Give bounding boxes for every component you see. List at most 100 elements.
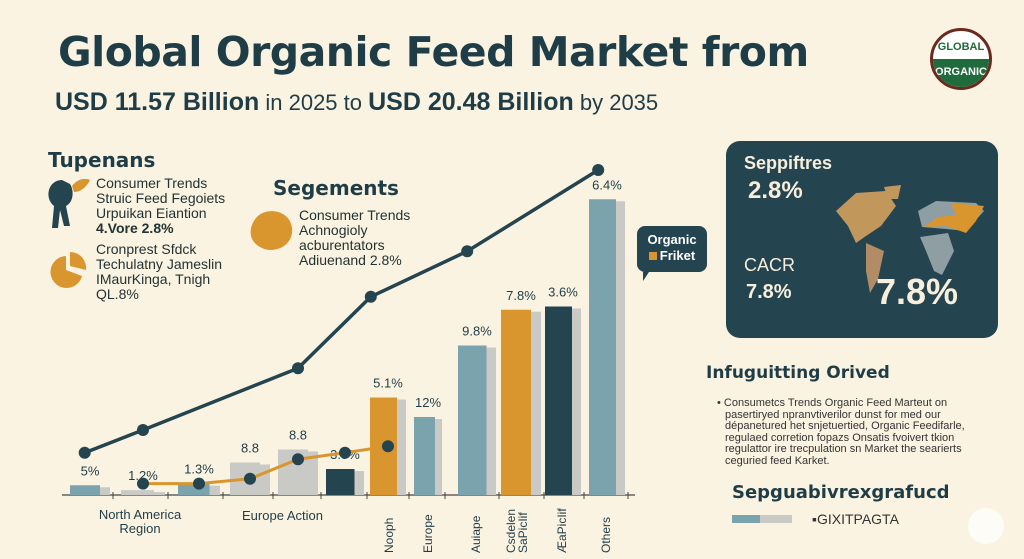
- bar-shadow: [151, 492, 165, 495]
- logo-text-bottom: ORGANIC: [933, 59, 989, 87]
- map-panel: Seppiftres 2.8% CACR 7.8% 7.8%: [726, 141, 998, 338]
- series-point-trend: [461, 245, 474, 258]
- left-block-2: Cronprest Sfdck Techulatny Jameslin IMaurK…: [96, 242, 222, 302]
- series-point-trend: [137, 424, 149, 436]
- series-point-trend: [592, 164, 605, 176]
- organic-callout: Organic Friket: [637, 226, 707, 281]
- bar-shadow: [395, 399, 406, 495]
- text-line: Urpuikan Eiantion: [96, 205, 207, 221]
- x-label-north-america: North America Region: [98, 507, 182, 536]
- x-label: Nooph: [382, 517, 396, 553]
- series-point-growth: [292, 453, 304, 466]
- bar-value-label: 5%: [81, 463, 100, 478]
- insights-heading: Infuguitting Orived: [706, 363, 890, 383]
- series-point-growth: [339, 446, 351, 459]
- series-point-trend: [78, 446, 91, 459]
- x-label: Auiape: [469, 515, 483, 553]
- x-label: Others: [599, 516, 613, 553]
- bar-value-label: 9.8%: [462, 324, 492, 339]
- series-line-trend: [84, 168, 600, 455]
- map-value-2: 7.8%: [746, 281, 792, 303]
- bar: [121, 490, 154, 495]
- map-value-1: 2.8%: [748, 177, 803, 204]
- text-line: Achnogioly: [299, 222, 368, 238]
- left-heading: Tupenans: [48, 148, 156, 172]
- text-line: Techulatny Jameslin: [96, 256, 223, 272]
- x-label-europe-action: Europe Action: [242, 508, 323, 523]
- series-point-growth: [193, 477, 205, 490]
- x-label: Csdelen SaPicIif: [504, 508, 530, 553]
- subtitle-text: in 2025 to: [259, 90, 369, 115]
- segments-icon: [250, 211, 293, 250]
- callout-line: Organic: [647, 232, 697, 247]
- text-line: acburentators: [299, 237, 385, 253]
- bar: [414, 417, 435, 495]
- feed-icon: [48, 178, 90, 228]
- bar-shadow: [306, 451, 318, 495]
- map-label-2: CACR: [744, 255, 796, 275]
- bar-value-label: 1.3%: [184, 462, 214, 477]
- logo-text-top: GLOBAL: [937, 41, 985, 53]
- bar-shadow: [570, 308, 581, 495]
- bar-shadow: [98, 487, 110, 495]
- bar: [458, 345, 487, 495]
- orange-square-icon: [648, 252, 657, 260]
- bar: [70, 485, 100, 495]
- text-line: 4.Vore 2.8%: [96, 220, 174, 236]
- end-value: USD 20.48 Billion: [368, 88, 574, 116]
- bar-value-label: 8.8: [289, 428, 307, 443]
- segments-text: Consumer Trends Achnogioly acburentators Ad…: [299, 208, 410, 268]
- bar-value-label: 1.2%: [128, 468, 158, 483]
- x-label: ÆaPicIif: [555, 508, 569, 553]
- legend-label: ▪GIXITPAGTA: [812, 511, 899, 527]
- segments-heading: Segements: [273, 176, 399, 200]
- bar-shadow: [484, 347, 496, 495]
- bar-value-label: 12%: [415, 395, 441, 410]
- series-point-growth: [137, 477, 149, 490]
- text-line: QL.8%: [96, 286, 139, 302]
- legend-swatch-gray: [760, 515, 792, 523]
- bar-shadow: [433, 419, 442, 495]
- series-line-growth: [143, 444, 389, 486]
- map-label-1: Seppiftres: [744, 153, 833, 173]
- series-point-growth: [244, 472, 256, 485]
- bar-value-label: 7.8%: [506, 288, 536, 303]
- insights-bullet: • Consumetcs Trends Organic Feed Marteut…: [717, 397, 965, 467]
- text-line: IMaurKinga, Tnigh: [96, 271, 211, 287]
- bar-value-label: 6.4%: [592, 177, 622, 192]
- text-line: Adiuenand 2.8%: [299, 252, 402, 268]
- global-organic-logo: GLOBAL ORGANIC: [930, 28, 992, 90]
- bar: [501, 309, 531, 495]
- bar: [178, 483, 210, 495]
- text-line: Cronprest Sfdck: [96, 241, 197, 257]
- bar-shadow: [207, 485, 220, 495]
- text-line: Consumer Trends: [299, 207, 411, 223]
- bullet-text: Consumetcs Trends Organic Feed Marteut o…: [723, 397, 965, 467]
- start-value: USD 11.57 Billion: [55, 88, 260, 116]
- ai-watermark-icon: [968, 508, 1004, 544]
- insights-heading-2: Sepguabivrexgrafucd: [732, 482, 950, 503]
- market-chart: 5%1.2%1.3%8.88.83.5%5.1%12%9.8%7.8%3.6%6…: [62, 164, 635, 499]
- bar: [589, 199, 616, 495]
- series-point-trend: [292, 362, 304, 375]
- left-block-1: Consumer Trends Struic Feed Fegoiets Urpui…: [96, 176, 225, 236]
- series-point-growth: [382, 440, 394, 453]
- text-line: Struic Feed Fegoiets: [96, 190, 226, 206]
- map-big-value: 7.8%: [876, 271, 959, 312]
- bar-shadow: [352, 471, 364, 495]
- legend-text: GIXITPAGTA: [816, 511, 899, 527]
- bar-value-label: 3.6%: [548, 285, 578, 300]
- bar: [545, 306, 572, 495]
- bar-value-label: 5.1%: [373, 376, 403, 391]
- page-subtitle: USD 11.57 Billion in 2025 to USD 20.48 B…: [55, 88, 658, 117]
- bar: [326, 469, 355, 495]
- subtitle-text: by 2035: [573, 90, 659, 115]
- bar-value-label: 8.8: [241, 441, 259, 456]
- bar-shadow: [529, 311, 541, 495]
- series-point-trend: [364, 290, 377, 303]
- x-label: Europe: [421, 514, 435, 553]
- world-map-icon: [836, 185, 984, 293]
- callout-line: Friket: [659, 248, 696, 263]
- bar-shadow: [614, 201, 625, 495]
- legend-swatch-teal: [732, 515, 760, 523]
